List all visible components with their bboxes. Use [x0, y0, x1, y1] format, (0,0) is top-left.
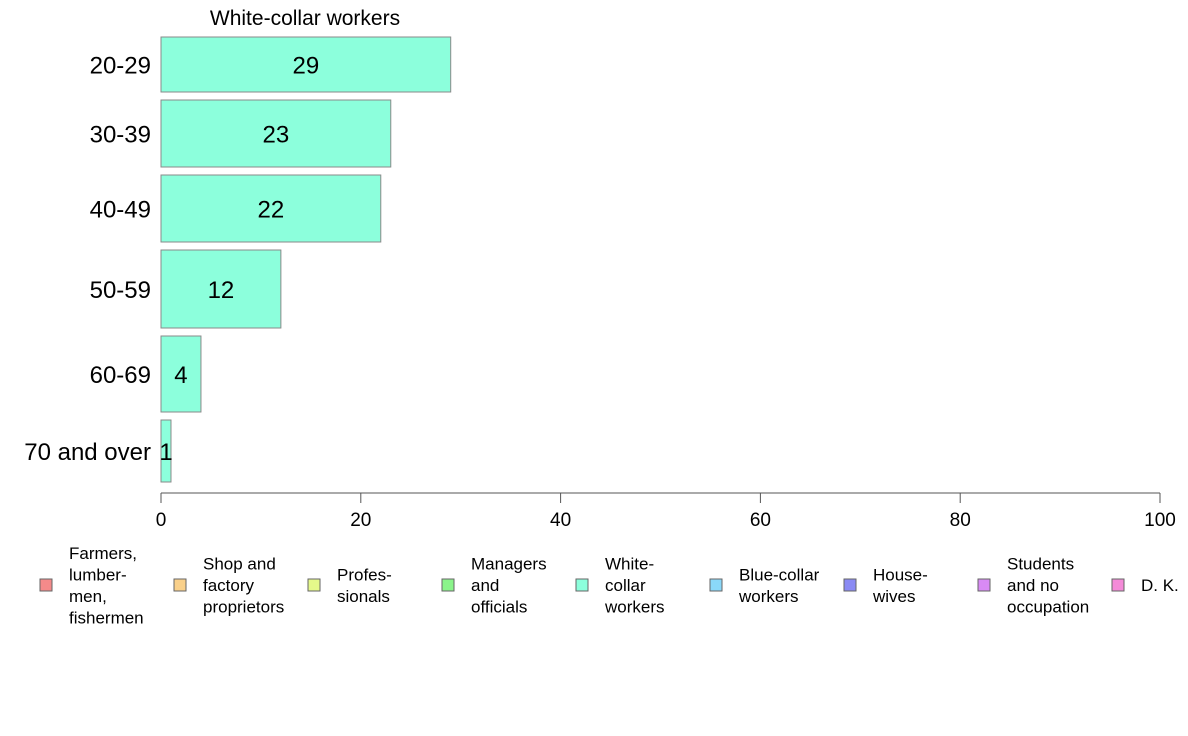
x-tick-label: 0	[156, 510, 167, 531]
bar-value-label: 4	[174, 362, 187, 389]
legend-label: Shop and	[203, 555, 276, 574]
legend-label: occupation	[1007, 598, 1089, 617]
category-label: 20-29	[90, 53, 151, 80]
legend-label: Blue-collar	[739, 565, 820, 584]
bar-value-label: 23	[263, 122, 290, 149]
legend-swatch	[173, 578, 187, 592]
legend-swatch	[39, 578, 53, 592]
bar-value-label: 1	[159, 439, 172, 466]
x-axis: 0 20 40 60 80 100	[156, 492, 1176, 531]
category-label: 50-59	[90, 277, 151, 304]
x-tick-label: 40	[550, 510, 571, 531]
legend-swatch	[575, 578, 589, 592]
legend-label: workers	[738, 587, 799, 606]
legend-item: Farmers, lumber-men, fishermen	[39, 544, 144, 627]
category-label: 30-39	[90, 122, 151, 149]
legend-item: Profes-sionals	[307, 565, 392, 606]
legend-label: and no	[1007, 576, 1059, 595]
legend-swatch	[1111, 578, 1125, 592]
category-label: 60-69	[90, 362, 151, 389]
legend-label: wives	[872, 587, 916, 606]
legend-label: officials	[471, 598, 527, 617]
legend-item: House-wives	[843, 565, 928, 606]
legend-label: House-	[873, 565, 928, 584]
chart-title: White-collar workers	[210, 7, 400, 30]
bar-value-label: 29	[293, 53, 320, 80]
legend-swatch	[709, 578, 723, 592]
legend-swatch	[441, 578, 455, 592]
legend-item: Managers and officials	[441, 555, 547, 617]
legend-label: Students	[1007, 555, 1074, 574]
bar-30-39	[160, 99, 392, 168]
legend-swatch	[977, 578, 991, 592]
legend-label: and	[471, 576, 499, 595]
legend-label: Profes-	[337, 565, 392, 584]
legend-label: collar	[605, 576, 646, 595]
legend-item: D. K.	[1111, 576, 1179, 595]
legend-item: Shop and factory proprietors	[173, 555, 284, 617]
legend-label: factory	[203, 576, 255, 595]
legend-label: White-	[605, 555, 654, 574]
legend-label: D. K.	[1141, 576, 1179, 595]
bar-70-and-over	[160, 419, 172, 483]
legend-swatch	[307, 578, 321, 592]
bar-20-29	[160, 36, 452, 93]
bar-40-49	[160, 174, 382, 243]
x-tick-label: 100	[1144, 510, 1176, 531]
bar-value-label: 22	[258, 197, 285, 224]
legend-label: Managers	[471, 555, 547, 574]
x-tick-label: 60	[750, 510, 771, 531]
legend: Farmers, lumber-men, fishermen Shop and fact…	[39, 544, 1179, 627]
legend-swatch	[843, 578, 857, 592]
category-label: 70 and over	[24, 439, 151, 466]
legend-label: Farmers,	[69, 544, 137, 563]
legend-label: proprietors	[203, 598, 284, 617]
legend-item: Students and no occupation	[977, 555, 1089, 617]
legend-label: sionals	[337, 587, 390, 606]
bar-50-59	[160, 249, 282, 329]
legend-label: men,	[69, 587, 107, 606]
x-tick-label: 80	[950, 510, 971, 531]
bars: 20-29 29 30-39 23 40-49 22 50-59 12 60-69 4 70 and…	[24, 36, 452, 483]
legend-item: White-collar workers	[575, 555, 665, 617]
legend-label: workers	[604, 598, 665, 617]
legend-item: Blue-collar workers	[709, 565, 820, 606]
x-tick-label: 20	[350, 510, 371, 531]
bar-60-69	[160, 335, 202, 413]
legend-label: lumber-	[69, 565, 127, 584]
category-label: 40-49	[90, 197, 151, 224]
bar-value-label: 12	[208, 277, 235, 304]
legend-label: fishermen	[69, 608, 144, 627]
